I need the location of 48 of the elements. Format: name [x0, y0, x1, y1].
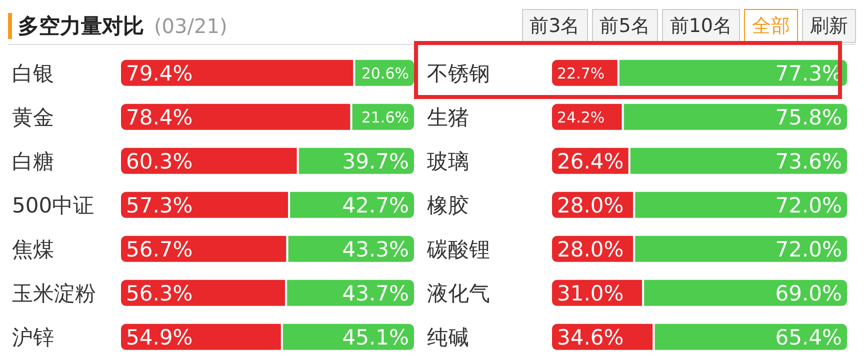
y-tick-label: 碳酸锂 [426, 238, 490, 262]
data-label: 28.0% [557, 237, 624, 262]
data-label: 28.0% [557, 193, 624, 218]
data-label: 43.3% [342, 237, 409, 262]
data-label: 75.8% [775, 105, 842, 130]
data-label: 34.6% [557, 325, 624, 350]
data-label: 69.0% [775, 281, 842, 306]
y-tick-label: 500中证 [12, 194, 94, 218]
data-label: 24.2% [557, 108, 605, 126]
data-label: 56.7% [126, 237, 193, 262]
text: 前10名 [662, 9, 740, 43]
y-tick-label: 白银 [12, 62, 54, 86]
y-tick-label: 纯碱 [427, 326, 469, 350]
text: 前3名 [522, 9, 588, 43]
y-tick-label: 不锈钢 [427, 62, 490, 86]
data-label: 79.4% [126, 61, 193, 86]
data-label: 21.6% [361, 108, 409, 126]
y-tick-label: 液化气 [427, 282, 490, 306]
data-label: 43.7% [342, 281, 409, 306]
data-label: 42.7% [342, 193, 409, 218]
y-tick-label: 玉米淀粉 [12, 282, 96, 306]
data-label: 31.0% [557, 281, 624, 306]
data-label: 65.4% [775, 325, 842, 350]
y-tick-label: 生猪 [427, 106, 469, 130]
data-label: 73.6% [775, 149, 842, 174]
data-label: 56.3% [126, 281, 193, 306]
text: 前5名 [592, 9, 658, 43]
y-tick-label: 黄金 [12, 106, 54, 130]
data-label: 57.3% [126, 193, 193, 218]
data-label: 45.1% [342, 325, 409, 350]
chart-title: 多空力量对比 [18, 13, 144, 40]
data-label: 72.0% [775, 193, 842, 218]
data-label: 72.0% [775, 237, 842, 262]
text: 刷新 [802, 9, 856, 43]
y-tick-label: 橡胶 [427, 194, 469, 218]
data-label: 54.9% [126, 325, 193, 350]
y-tick-label: 玻璃 [427, 150, 469, 174]
y-tick-label: 白糖 [12, 150, 54, 174]
y-tick-label: 沪锌 [12, 326, 54, 350]
data-label: 39.7% [342, 149, 409, 174]
text: 全部 [744, 9, 798, 43]
data-label: 60.3% [126, 149, 193, 174]
chart-subtitle: (03/21) [154, 14, 228, 38]
data-label: 20.6% [361, 64, 409, 82]
y-tick-label: 焦煤 [12, 238, 54, 262]
data-label: 26.4% [557, 149, 624, 174]
data-label: 22.7% [557, 64, 605, 82]
data-label: 78.4% [126, 105, 193, 130]
